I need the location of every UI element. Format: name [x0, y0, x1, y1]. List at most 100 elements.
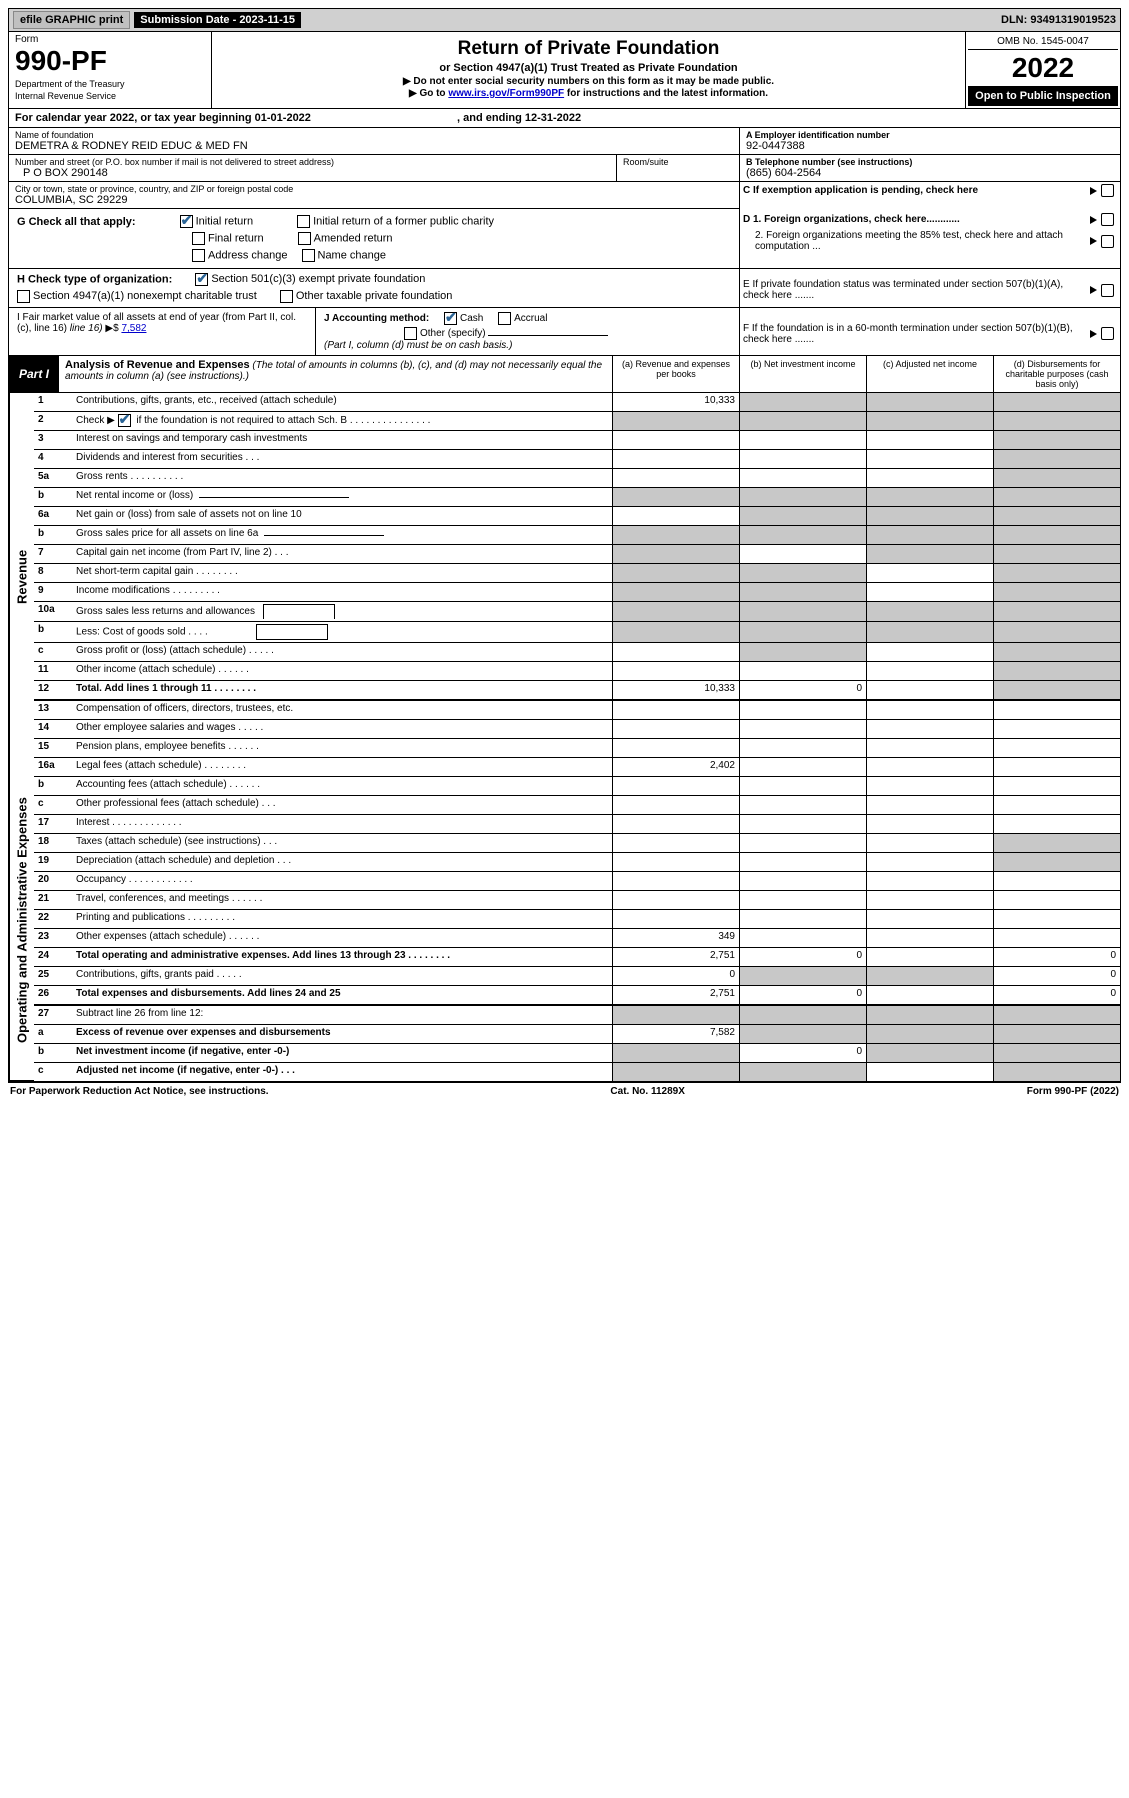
- foreign-85-checkbox[interactable]: [1101, 235, 1114, 248]
- accrual-checkbox[interactable]: [498, 312, 511, 325]
- line-25: Contributions, gifts, grants paid . . . …: [72, 967, 612, 985]
- line-4: Dividends and interest from securities .…: [72, 450, 612, 468]
- efile-button[interactable]: efile GRAPHIC print: [13, 11, 130, 29]
- tax-year: 2022: [968, 50, 1118, 86]
- initial-former-checkbox[interactable]: [297, 215, 310, 228]
- col-c-header: (c) Adjusted net income: [867, 356, 994, 392]
- 60-month-checkbox[interactable]: [1101, 327, 1114, 340]
- line-9: Income modifications . . . . . . . . .: [72, 583, 612, 601]
- line-26-a: 2,751: [612, 986, 739, 1004]
- irs: Internal Revenue Service: [15, 91, 205, 101]
- dept-treasury: Department of the Treasury: [15, 79, 205, 89]
- line-24-d: 0: [993, 948, 1120, 966]
- line-26-d: 0: [993, 986, 1120, 1004]
- submission-date: Submission Date - 2023-11-15: [134, 12, 301, 28]
- line-7: Capital gain net income (from Part IV, l…: [72, 545, 612, 563]
- address-change-label: Address change: [208, 249, 288, 261]
- other-method-checkbox[interactable]: [404, 327, 417, 340]
- line-26: Total expenses and disbursements. Add li…: [72, 986, 612, 1004]
- line-27a-a: 7,582: [612, 1025, 739, 1043]
- phone-label: B Telephone number (see instructions): [746, 157, 1114, 167]
- foundation-name: DEMETRA & RODNEY REID EDUC & MED FN: [15, 140, 733, 152]
- section-g: G Check all that apply: Initial return I…: [8, 209, 1121, 269]
- status-terminated-checkbox[interactable]: [1101, 284, 1114, 297]
- 501c3-label: Section 501(c)(3) exempt private foundat…: [211, 273, 425, 285]
- note2-post: for instructions and the latest informat…: [564, 88, 768, 99]
- line-15: Pension plans, employee benefits . . . .…: [72, 739, 612, 757]
- section-h: H Check type of organization: Section 50…: [8, 269, 1121, 308]
- name-label: Name of foundation: [15, 130, 733, 140]
- i-label: I Fair market value of all assets at end…: [17, 312, 296, 334]
- e-label: E If private foundation status was termi…: [743, 279, 1090, 301]
- line-11: Other income (attach schedule) . . . . .…: [72, 662, 612, 680]
- privacy-note: ▶ Do not enter social security numbers o…: [220, 76, 957, 87]
- name-change-checkbox[interactable]: [302, 249, 315, 262]
- other-taxable-checkbox[interactable]: [280, 290, 293, 303]
- cash-checkbox[interactable]: [444, 312, 457, 325]
- line-10b: Less: Cost of goods sold . . . .: [72, 622, 612, 642]
- line-12-b: 0: [739, 681, 866, 699]
- g-label: G Check all that apply:: [17, 216, 136, 228]
- arrow-icon: [1090, 286, 1097, 294]
- ein: 92-0447388: [746, 140, 1114, 152]
- initial-return-label: Initial return: [196, 215, 253, 227]
- accrual-label: Accrual: [514, 313, 547, 324]
- revenue-side-label: Revenue: [9, 393, 34, 761]
- line-24-a: 2,751: [612, 948, 739, 966]
- line-19: Depreciation (attach schedule) and deple…: [72, 853, 612, 871]
- line-16b: Accounting fees (attach schedule) . . . …: [72, 777, 612, 795]
- line-18: Taxes (attach schedule) (see instruction…: [72, 834, 612, 852]
- link-note: ▶ Go to www.irs.gov/Form990PF for instru…: [220, 88, 957, 99]
- street-address: P O BOX 290148: [15, 167, 610, 179]
- col-d-header: (d) Disbursements for charitable purpose…: [994, 356, 1120, 392]
- omb-number: OMB No. 1545-0047: [968, 34, 1118, 50]
- part1-desc: Analysis of Revenue and Expenses (The to…: [59, 356, 613, 392]
- line-25-d: 0: [993, 967, 1120, 985]
- entity-meta: Name of foundation DEMETRA & RODNEY REID…: [8, 128, 1121, 209]
- line-23-a: 349: [612, 929, 739, 947]
- calendar-begin: For calendar year 2022, or tax year begi…: [15, 112, 311, 124]
- calendar-year-row: For calendar year 2022, or tax year begi…: [8, 109, 1121, 128]
- line-12-a: 10,333: [612, 681, 739, 699]
- line-5b: Net rental income or (loss): [72, 488, 612, 506]
- exemption-pending-checkbox[interactable]: [1101, 184, 1114, 197]
- final-return-label: Final return: [208, 232, 264, 244]
- line-6b: Gross sales price for all assets on line…: [72, 526, 612, 544]
- expenses-side-label: Operating and Administrative Expenses: [9, 761, 34, 1081]
- name-change-label: Name change: [318, 249, 387, 261]
- line-27: Subtract line 26 from line 12:: [72, 1006, 612, 1024]
- city-label: City or town, state or province, country…: [15, 184, 733, 194]
- line-10c: Gross profit or (loss) (attach schedule)…: [72, 643, 612, 661]
- final-return-checkbox[interactable]: [192, 232, 205, 245]
- j-note: (Part I, column (d) must be on cash basi…: [324, 340, 731, 351]
- 501c3-checkbox[interactable]: [195, 273, 208, 286]
- addr-label: Number and street (or P.O. box number if…: [15, 157, 610, 167]
- line-27b: Net investment income (if negative, ente…: [72, 1044, 612, 1062]
- dln: DLN: 93491319019523: [1001, 14, 1116, 26]
- amended-return-checkbox[interactable]: [298, 232, 311, 245]
- part1-header: Part I Analysis of Revenue and Expenses …: [8, 356, 1121, 393]
- exemption-pending-label: C If exemption application is pending, c…: [743, 185, 978, 196]
- line-27c: Adjusted net income (if negative, enter …: [72, 1063, 612, 1081]
- line-21: Travel, conferences, and meetings . . . …: [72, 891, 612, 909]
- line-14: Other employee salaries and wages . . . …: [72, 720, 612, 738]
- sch-b-checkbox[interactable]: [118, 414, 131, 427]
- foreign-org-checkbox[interactable]: [1101, 213, 1114, 226]
- 4947-checkbox[interactable]: [17, 290, 30, 303]
- line-8: Net short-term capital gain . . . . . . …: [72, 564, 612, 582]
- other-taxable-label: Other taxable private foundation: [296, 290, 453, 302]
- open-public: Open to Public Inspection: [968, 86, 1118, 106]
- d2-label: 2. Foreign organizations meeting the 85%…: [743, 230, 1090, 252]
- note2-pre: ▶ Go to: [409, 88, 448, 99]
- form-label: Form: [15, 34, 205, 45]
- irs-link[interactable]: www.irs.gov/Form990PF: [448, 88, 564, 99]
- line-12: Total. Add lines 1 through 11 . . . . . …: [72, 681, 612, 699]
- line-13: Compensation of officers, directors, tru…: [72, 701, 612, 719]
- line-25-a: 0: [612, 967, 739, 985]
- initial-return-checkbox[interactable]: [180, 215, 193, 228]
- part1-grid: Revenue Operating and Administrative Exp…: [8, 393, 1121, 1083]
- line-24: Total operating and administrative expen…: [72, 948, 612, 966]
- address-change-checkbox[interactable]: [192, 249, 205, 262]
- fmv-link[interactable]: 7,582: [121, 323, 146, 334]
- cat-no: Cat. No. 11289X: [610, 1086, 684, 1097]
